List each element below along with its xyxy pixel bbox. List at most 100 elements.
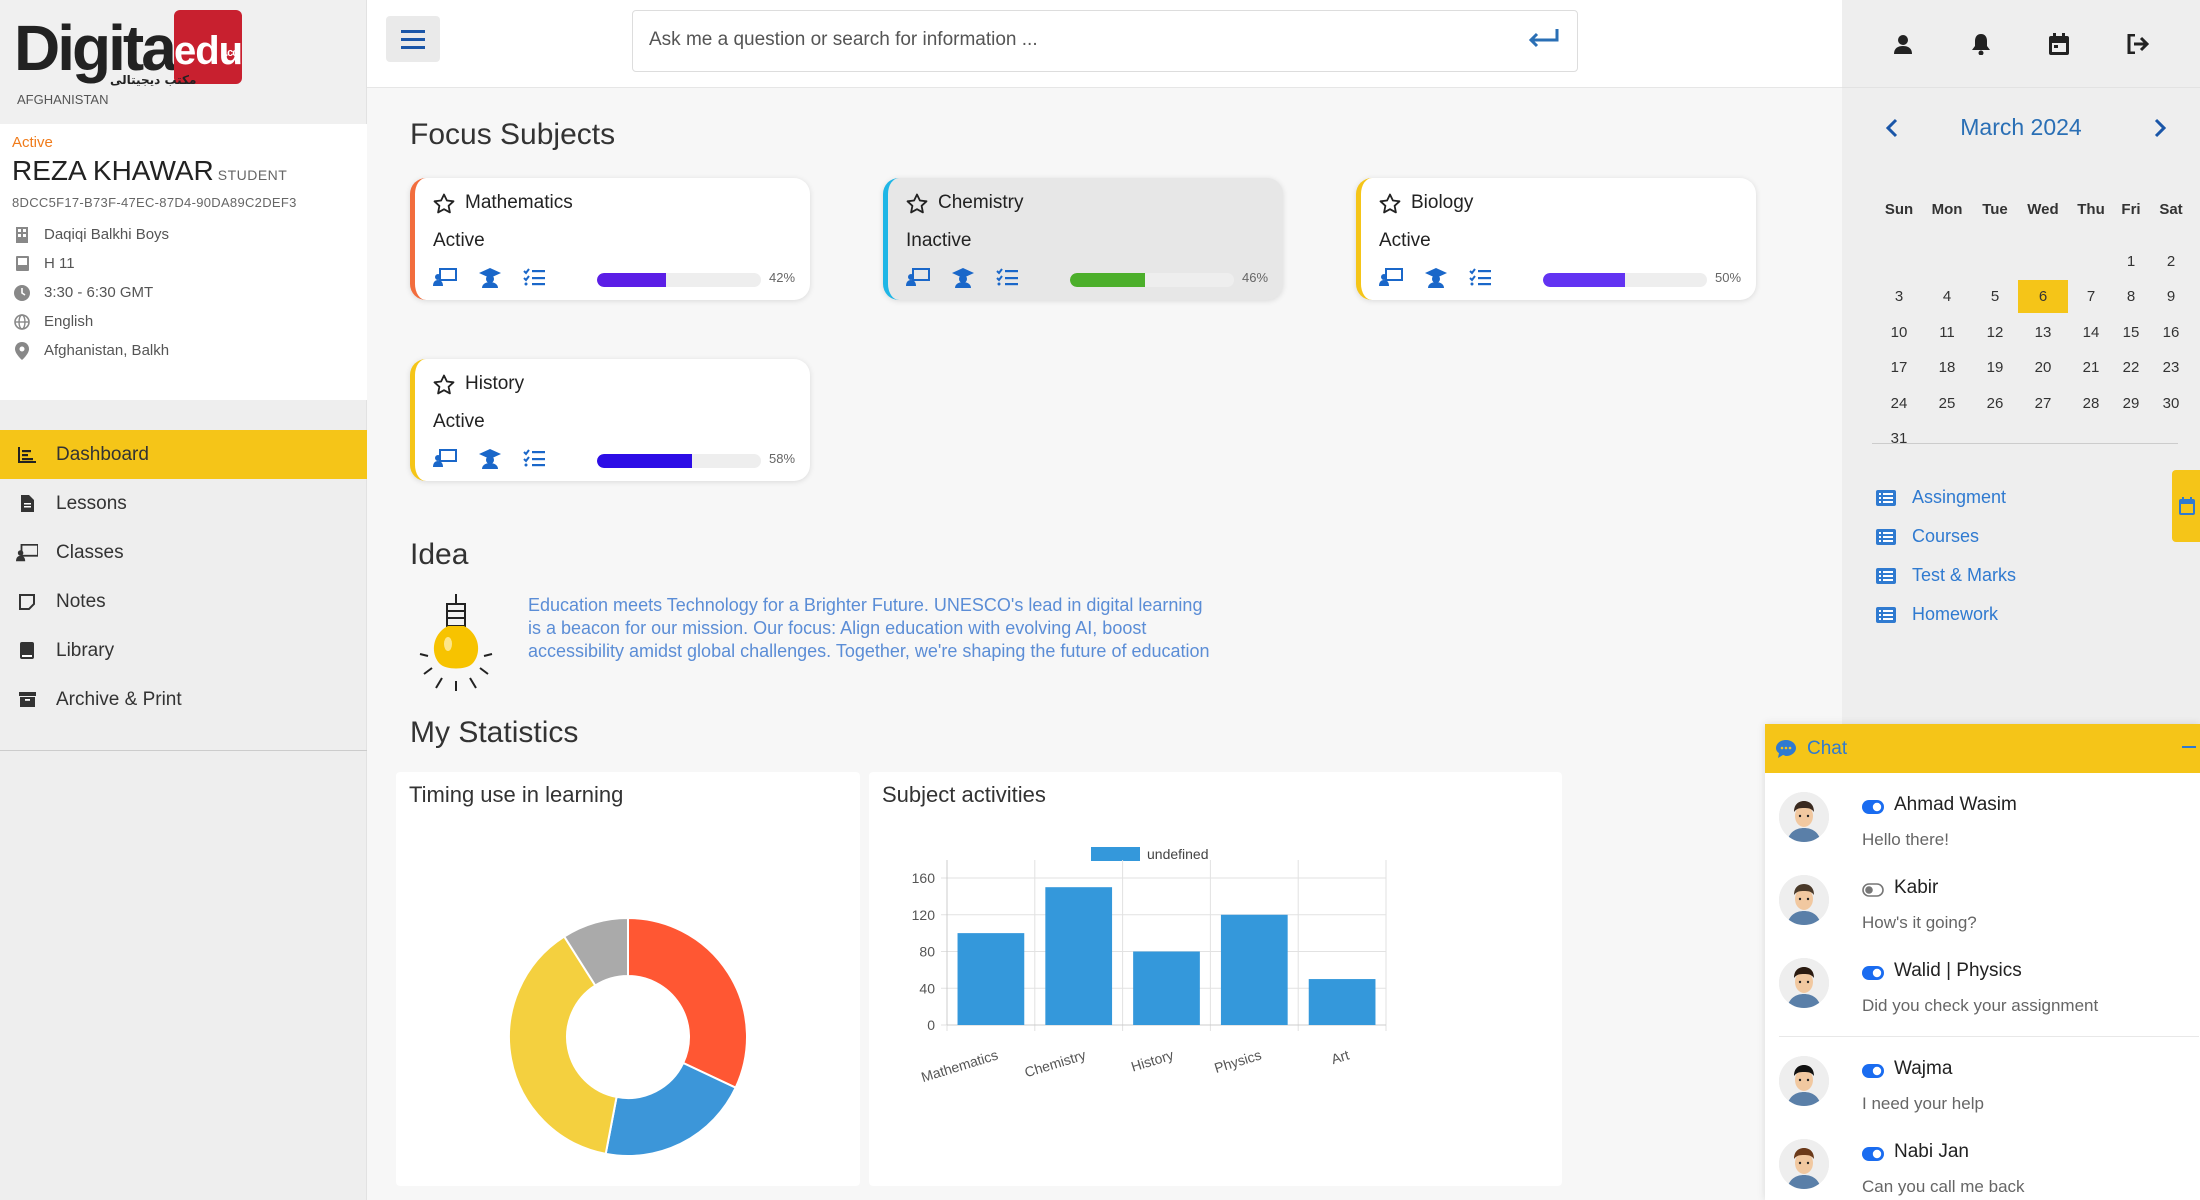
- bar[interactable]: [1308, 979, 1376, 1025]
- calendar-icon[interactable]: [2049, 32, 2069, 55]
- sidebar-item-dashboard[interactable]: Dashboard: [0, 430, 367, 479]
- checklist-icon[interactable]: [1469, 268, 1491, 286]
- star-icon[interactable]: [433, 374, 455, 395]
- calendar-day[interactable]: 18: [1938, 359, 1956, 377]
- chat-message[interactable]: Ahmad Wasim Hello there!: [1779, 786, 2189, 866]
- enter-icon[interactable]: [1527, 27, 1559, 56]
- subject-status: Inactive: [906, 230, 972, 251]
- checklist-icon[interactable]: [996, 268, 1018, 286]
- calendar-day[interactable]: 27: [2034, 394, 2052, 412]
- calendar-day[interactable]: 5: [1990, 288, 2000, 306]
- bar[interactable]: [1133, 951, 1200, 1026]
- calendar-spacer: [1876, 228, 2200, 244]
- quick-link[interactable]: Test & Marks: [1876, 556, 2016, 595]
- chat-message[interactable]: Nabi Jan Can you call me back: [1779, 1133, 2189, 1200]
- chevron-left-icon[interactable]: [1885, 118, 1898, 143]
- graduate-icon[interactable]: [479, 268, 501, 288]
- star-icon[interactable]: [1379, 193, 1401, 214]
- online-toggle[interactable]: [1862, 1147, 1884, 1166]
- doughnut-slice[interactable]: [562, 916, 629, 987]
- bar[interactable]: [1220, 914, 1288, 1025]
- calendar-day[interactable]: 14: [2082, 323, 2100, 341]
- sidebar-item-notes[interactable]: Notes: [0, 577, 367, 626]
- calendar-day[interactable]: 28: [2082, 394, 2100, 412]
- bar[interactable]: [1045, 887, 1113, 1025]
- chat-message[interactable]: Wajma I need your help: [1779, 1050, 2189, 1130]
- bar[interactable]: [957, 933, 1025, 1025]
- calendar-day[interactable]: 3: [1894, 288, 1904, 306]
- calendar-day[interactable]: 8: [2126, 288, 2136, 306]
- doughnut-slice[interactable]: [508, 935, 618, 1156]
- logout-icon[interactable]: [2127, 33, 2149, 54]
- calendar-day[interactable]: 26: [1986, 394, 2004, 412]
- minimize-icon[interactable]: [2182, 746, 2196, 748]
- chat-message[interactable]: Kabir How's it going?: [1779, 869, 2189, 949]
- calendar-day[interactable]: 1: [2126, 252, 2136, 270]
- calendar-day[interactable]: 6: [2018, 280, 2068, 314]
- calendar-day[interactable]: 22: [2122, 359, 2140, 377]
- subject-card[interactable]: History Active 58%: [410, 359, 810, 481]
- bell-icon[interactable]: [1971, 33, 1991, 55]
- sidebar-item-library[interactable]: Library: [0, 626, 367, 675]
- checklist-icon[interactable]: [523, 449, 545, 467]
- quick-link[interactable]: Courses: [1876, 517, 2016, 556]
- online-toggle[interactable]: [1862, 1064, 1884, 1083]
- calendar-day[interactable]: 24: [1890, 394, 1908, 412]
- calendar-day[interactable]: 23: [2162, 359, 2180, 377]
- calendar-day[interactable]: 2: [2166, 252, 2176, 270]
- sidebar-item-lessons[interactable]: Lessons: [0, 479, 367, 528]
- calendar-day[interactable]: 19: [1986, 359, 2004, 377]
- subject-title-row: Mathematics: [433, 192, 573, 214]
- calendar-day[interactable]: 15: [2122, 323, 2140, 341]
- sidebar-item-archive[interactable]: Archive & Print: [0, 675, 367, 724]
- online-toggle[interactable]: [1862, 966, 1884, 985]
- subject-card[interactable]: Chemistry Inactive 46%: [883, 178, 1283, 300]
- sidebar-item-classes[interactable]: Classes: [0, 528, 367, 577]
- doughnut-slice[interactable]: [627, 916, 748, 1089]
- subject-card[interactable]: Biology Active 50%: [1356, 178, 1756, 300]
- calendar-day[interactable]: 25: [1938, 394, 1956, 412]
- online-toggle[interactable]: [1862, 800, 1884, 819]
- quick-link[interactable]: Homework: [1876, 595, 2016, 634]
- calendar-day[interactable]: 21: [2082, 359, 2100, 377]
- calendar-day[interactable]: 12: [1986, 323, 2004, 341]
- user-icon[interactable]: [1893, 34, 1913, 54]
- checklist-icon[interactable]: [523, 268, 545, 286]
- search-input[interactable]: [633, 11, 1493, 69]
- brand-logo[interactable]: Digital edu .co مکتب دیجیتالی AFGHANISTA…: [0, 0, 366, 124]
- star-icon[interactable]: [433, 193, 455, 214]
- calendar-day[interactable]: 4: [1942, 288, 1952, 306]
- teacher-board-icon[interactable]: [433, 449, 457, 467]
- menu-toggle-button[interactable]: [386, 16, 440, 62]
- quick-link[interactable]: Assingment: [1876, 478, 2016, 517]
- chat-message[interactable]: Walid | Physics Did you check your assign…: [1779, 952, 2189, 1032]
- doughnut-slice[interactable]: [604, 1061, 738, 1157]
- chat-contact-name: Wajma: [1894, 1058, 1953, 1079]
- teacher-board-icon[interactable]: [433, 268, 457, 286]
- calendar-day[interactable]: 16: [2162, 323, 2180, 341]
- graduate-icon[interactable]: [479, 449, 501, 469]
- graduate-icon[interactable]: [952, 268, 974, 288]
- chat-header[interactable]: Chat: [1765, 724, 2200, 773]
- calendar-day[interactable]: 13: [2034, 323, 2052, 341]
- document-icon: [16, 495, 38, 512]
- calendar-day[interactable]: 30: [2162, 394, 2180, 412]
- calendar-day[interactable]: 20: [2034, 359, 2052, 377]
- calendar-side-tab[interactable]: [2172, 470, 2200, 542]
- chevron-right-icon[interactable]: [2154, 118, 2167, 143]
- calendar-day[interactable]: 17: [1890, 359, 1908, 377]
- subject-card[interactable]: Mathematics Active 42%: [410, 178, 810, 300]
- calendar-day[interactable]: 7: [2086, 288, 2096, 306]
- x-tick-label: Mathematics: [919, 1047, 1000, 1086]
- calendar-day[interactable]: 31: [1890, 430, 1908, 448]
- progress-bar: [1543, 273, 1707, 287]
- star-icon[interactable]: [906, 193, 928, 214]
- calendar-day[interactable]: 11: [1939, 323, 1955, 341]
- online-toggle[interactable]: [1862, 883, 1884, 902]
- calendar-day[interactable]: 10: [1890, 323, 1908, 341]
- teacher-board-icon[interactable]: [1379, 268, 1403, 286]
- graduate-icon[interactable]: [1425, 268, 1447, 288]
- calendar-day[interactable]: 9: [2166, 288, 2176, 306]
- teacher-board-icon[interactable]: [906, 268, 930, 286]
- calendar-day[interactable]: 29: [2122, 394, 2140, 412]
